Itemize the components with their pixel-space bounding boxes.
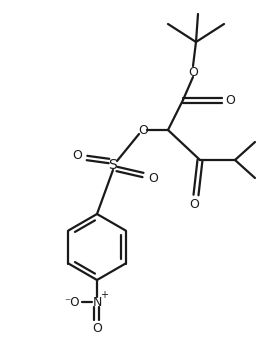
Text: ⁻O: ⁻O	[64, 296, 80, 308]
Text: O: O	[225, 94, 235, 106]
Text: S: S	[109, 158, 117, 172]
Text: +: +	[100, 290, 108, 300]
Text: O: O	[72, 149, 82, 161]
Text: N: N	[92, 296, 102, 308]
Text: O: O	[148, 171, 158, 185]
Text: O: O	[138, 124, 148, 136]
Text: O: O	[189, 197, 199, 211]
Text: O: O	[92, 322, 102, 335]
Text: O: O	[188, 65, 198, 79]
